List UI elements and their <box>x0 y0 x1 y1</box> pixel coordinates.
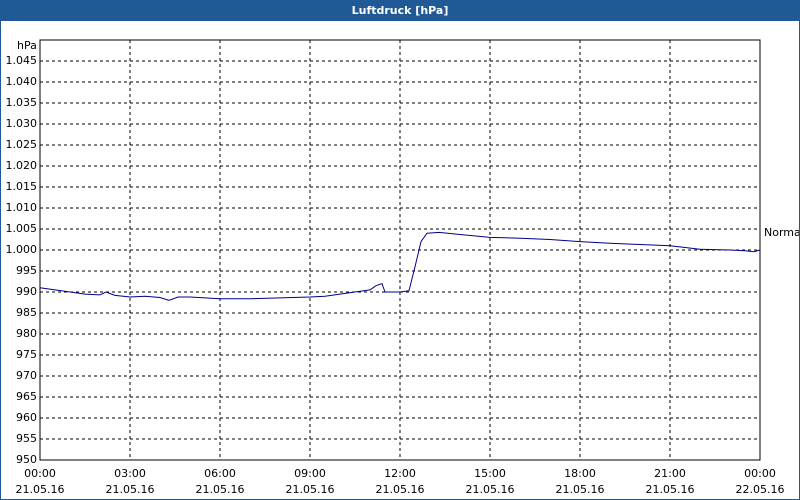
y-tick-label: 985 <box>16 306 37 319</box>
annotation: Normal <box>764 226 799 239</box>
x-tick-label: 09:00 <box>294 467 326 480</box>
y-tick-label: 1.035 <box>6 96 38 109</box>
y-tick-label: 1.025 <box>6 138 38 151</box>
y-tick-label: 1.040 <box>6 75 38 88</box>
x-tick-label: 21:00 <box>654 467 686 480</box>
y-tick-label: 1.000 <box>6 243 38 256</box>
x-tick-label: 21.05.16 <box>196 483 245 496</box>
line-series <box>39 231 761 301</box>
x-tick-label: 12:00 <box>384 467 416 480</box>
x-tick-label: 21.05.16 <box>466 483 515 496</box>
y-tick-label: 1.015 <box>6 180 38 193</box>
y-tick-label: 1.020 <box>6 159 38 172</box>
x-tick-label: 21.05.16 <box>556 483 605 496</box>
y-tick-label: 960 <box>16 411 37 424</box>
x-tick-label: 22.05.16 <box>736 483 785 496</box>
title-bar: Luftdruck [hPa] <box>1 1 799 21</box>
x-tick-label: 21.05.16 <box>286 483 335 496</box>
y-tick-label: 1.010 <box>6 201 38 214</box>
y-tick-label: 970 <box>16 369 37 382</box>
y-tick-label: 990 <box>16 285 37 298</box>
y-tick-label: 995 <box>16 264 37 277</box>
x-tick-label: 21.05.16 <box>376 483 425 496</box>
x-tick-label: 00:00 <box>24 467 56 480</box>
y-tick-label: 950 <box>16 453 37 466</box>
y-tick-label: 965 <box>16 390 37 403</box>
y-tick-label: 980 <box>16 327 37 340</box>
y-tick-label: 1.005 <box>6 222 38 235</box>
y-axis-label: hPa <box>17 39 37 52</box>
x-tick-label: 06:00 <box>204 467 236 480</box>
x-tick-label: 15:00 <box>474 467 506 480</box>
x-tick-label: 03:00 <box>114 467 146 480</box>
y-tick-label: 975 <box>16 348 37 361</box>
x-tick-label: 21.05.16 <box>16 483 65 496</box>
chart: hPa 950 955 960 965 970 975 980 985 990 995 1.000 1… <box>6 39 800 496</box>
y-tick-label: 1.030 <box>6 117 38 130</box>
x-tick-label: 21.05.16 <box>646 483 695 496</box>
x-tick-label: 00:00 <box>744 467 776 480</box>
y-tick-label: 1.045 <box>6 54 38 67</box>
y-tick-label: 955 <box>16 432 37 445</box>
x-tick-label: 21.05.16 <box>106 483 155 496</box>
x-tick-label: 18:00 <box>564 467 596 480</box>
